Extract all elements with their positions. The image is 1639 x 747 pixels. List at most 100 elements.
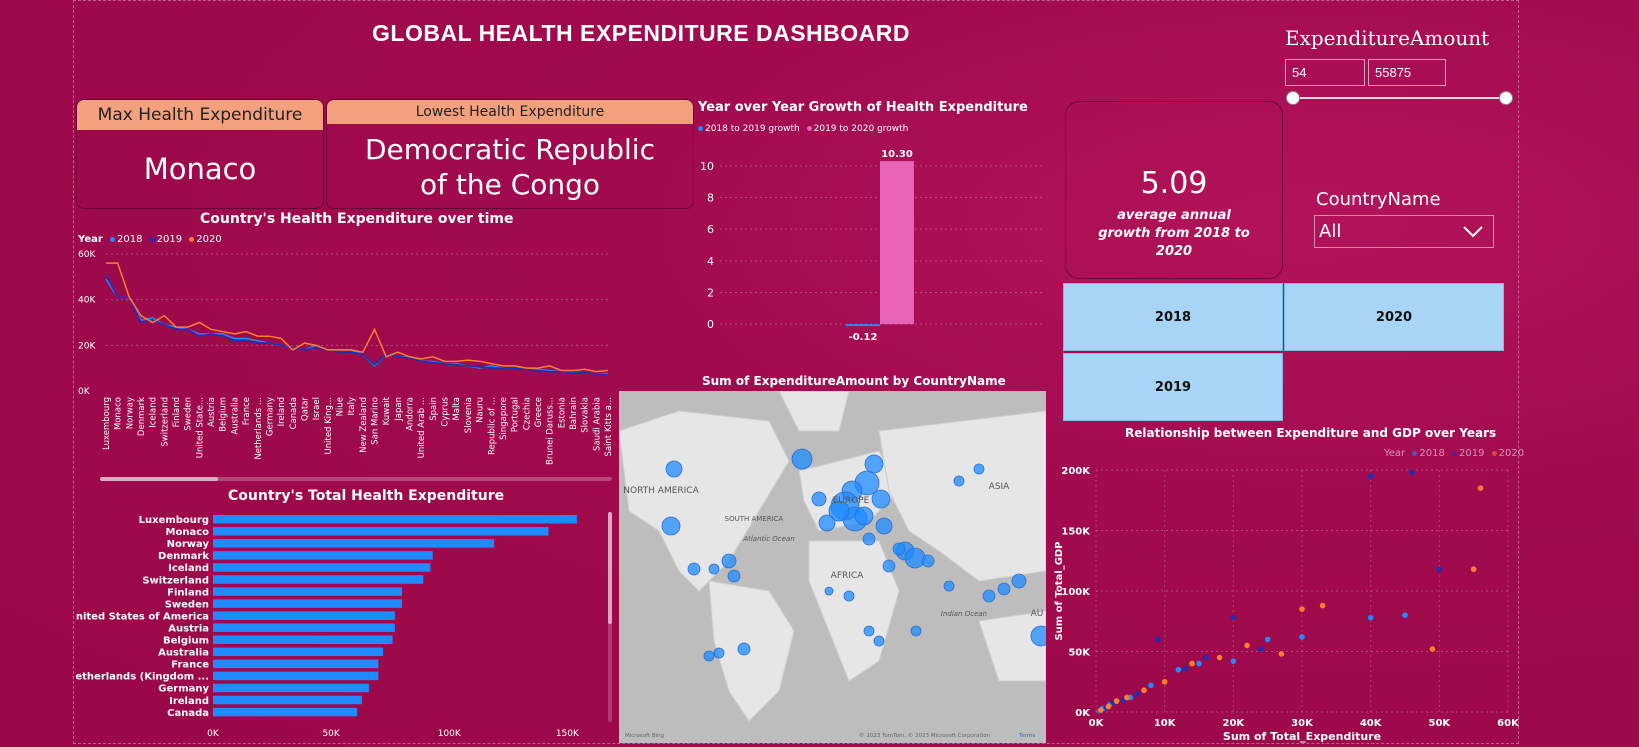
bar-label: Ireland <box>169 696 209 707</box>
scatter-point-2020 <box>1244 642 1250 649</box>
map-bubble <box>737 642 751 656</box>
scatter-point-2019 <box>1230 614 1237 621</box>
line-x-tick: Finland <box>172 397 182 427</box>
line-x-tick: Netherlands ... <box>254 397 264 460</box>
bar <box>213 599 402 608</box>
line-x-tick: Saint Kitts a... <box>604 397 614 456</box>
line-x-tick: Iceland <box>149 397 159 428</box>
scatter-x-tick: 20K <box>1222 718 1245 729</box>
amount-slider-max-handle[interactable] <box>1499 91 1513 105</box>
line-x-tick: Qatar <box>300 396 310 420</box>
bar <box>213 527 549 536</box>
line-x-tick: New Zealand <box>359 397 369 453</box>
scatter-point-2020 <box>1113 698 1120 704</box>
country-map[interactable]: NORTH AMERICA SOUTH AMERICA EUROPE AFRICA AS… <box>619 391 1046 743</box>
map-canvas[interactable]: NORTH AMERICA SOUTH AMERICA EUROPE AFRICA AS… <box>619 391 1046 743</box>
scatter-point-2019 <box>1134 691 1140 697</box>
scatter-x-tick: 60K <box>1497 718 1520 729</box>
scatter-point-2019 <box>1258 646 1264 652</box>
line-x-tick: Japan <box>394 397 404 422</box>
scatter-x-tick: 50K <box>1428 718 1451 729</box>
scatter-point-2018 <box>1196 660 1202 667</box>
map-bubble <box>910 625 922 637</box>
bar-chart-scroll-thumb[interactable] <box>608 512 612 624</box>
bar-label: Denmark <box>158 551 209 562</box>
line-x-tick: Cyprus <box>441 396 451 426</box>
line-chart-scrollbar[interactable] <box>100 477 612 481</box>
bar <box>213 635 393 644</box>
line-x-tick: Slovakia <box>581 397 591 433</box>
amount-slider-min-handle[interactable] <box>1286 91 1300 105</box>
line-x-tick: Czechia <box>522 397 532 430</box>
legend-2019: 2019 <box>156 234 183 245</box>
map-label: Indian Ocean <box>941 610 987 618</box>
scatter-legend-2018: 2018 <box>1419 448 1445 459</box>
map-label: AFRICA <box>831 571 865 581</box>
total-expenditure-bar-chart[interactable]: LuxembourgMonacoNorwayDenmarkIcelandSwit… <box>76 510 616 742</box>
expenditure-gdp-scatter[interactable]: 0K 50K 100K 150K 200K 0K 10K 20K 30K 40K 50K 60K Sum… <box>1048 460 1523 745</box>
amount-slider-track[interactable] <box>1293 97 1505 99</box>
line-x-tick: Germany <box>265 397 275 436</box>
scatter-point-2019 <box>1155 636 1161 643</box>
landmass <box>778 391 850 432</box>
scatter-point-2018 <box>1299 634 1305 640</box>
bar-label: Belgium <box>163 636 209 647</box>
line-x-tick: Estonia <box>557 397 567 428</box>
bar-label: Finland <box>167 587 209 598</box>
bar <box>213 647 384 657</box>
growth-y-tick: 2 <box>707 287 714 300</box>
amount-slicer-label: ExpenditureAmount <box>1285 26 1490 50</box>
year-button-2020[interactable]: 2020 <box>1284 283 1504 351</box>
legend-dot-growth-2 <box>806 126 812 131</box>
line-y-tick: 40K <box>78 296 96 306</box>
bar-label: Sweden <box>165 599 209 610</box>
bar <box>213 683 369 693</box>
legend-2020: 2020 <box>196 234 222 245</box>
scatter-x-tick: 30K <box>1291 718 1314 729</box>
bar-label: United States of America <box>76 611 209 622</box>
bar-chart-scrollbar[interactable] <box>608 512 612 722</box>
scatter-point-2018 <box>1230 658 1237 664</box>
line-y-tick: 20K <box>78 341 96 351</box>
landmass <box>878 410 1046 582</box>
map-label: AU <box>1031 609 1044 619</box>
amount-min-input[interactable] <box>1285 59 1365 86</box>
bar <box>213 563 431 572</box>
line-x-tick: Canada <box>289 397 299 429</box>
bar-label: Monaco <box>166 527 210 538</box>
legend-growth-1: 2018 to 2019 growth <box>705 124 800 134</box>
scatter-point-2020 <box>1124 694 1130 701</box>
map-bubble <box>703 650 715 662</box>
scatter-point-2020 <box>1141 687 1147 694</box>
min-expenditure-card[interactable]: Lowest Health Expenditure Democratic Rep… <box>326 99 694 209</box>
scatter-y-tick: 150K <box>1061 527 1091 538</box>
legend-dot-2019 <box>149 236 155 242</box>
line-x-tick: San Marino <box>371 397 381 445</box>
line-x-tick: Italy <box>347 397 357 415</box>
scatter-legend-2019: 2019 <box>1459 448 1485 459</box>
line-chart-scroll-thumb[interactable] <box>100 477 218 481</box>
line-y-tick: 0K <box>78 387 91 397</box>
map-bubble <box>953 475 965 487</box>
map-bubble <box>1011 573 1027 589</box>
scatter-point-2018 <box>1264 636 1271 643</box>
growth-y-tick: 8 <box>707 192 714 205</box>
map-bubble <box>687 562 701 576</box>
scatter-x-tick: 0K <box>1089 718 1105 729</box>
bar-label: Germany <box>158 684 209 695</box>
bar-label: Australia <box>158 648 209 659</box>
line-chart[interactable]: 0K 20K 40K 60K Luxembourg Monaco Norway Denmark… <box>76 248 616 480</box>
country-dropdown[interactable]: All <box>1314 215 1494 248</box>
year-button-2019[interactable]: 2019 <box>1063 353 1283 421</box>
line-x-tick: Spain <box>429 397 439 421</box>
scatter-point-2019 <box>1367 473 1374 479</box>
line-x-tick: Switzerland <box>160 397 170 447</box>
map-label: ASIA <box>989 482 1011 492</box>
max-expenditure-card[interactable]: Max Health Expenditure Monaco <box>76 99 324 209</box>
scatter-point-2019 <box>1436 566 1443 573</box>
amount-max-input[interactable] <box>1368 59 1446 86</box>
year-button-2018[interactable]: 2018 <box>1063 283 1283 351</box>
growth-bar-chart[interactable]: 0 2 4 6 8 10 -0.12 10.30 <box>694 140 1046 350</box>
scatter-point-2020 <box>1189 660 1195 667</box>
scatter-y-tick: 200K <box>1061 466 1091 477</box>
